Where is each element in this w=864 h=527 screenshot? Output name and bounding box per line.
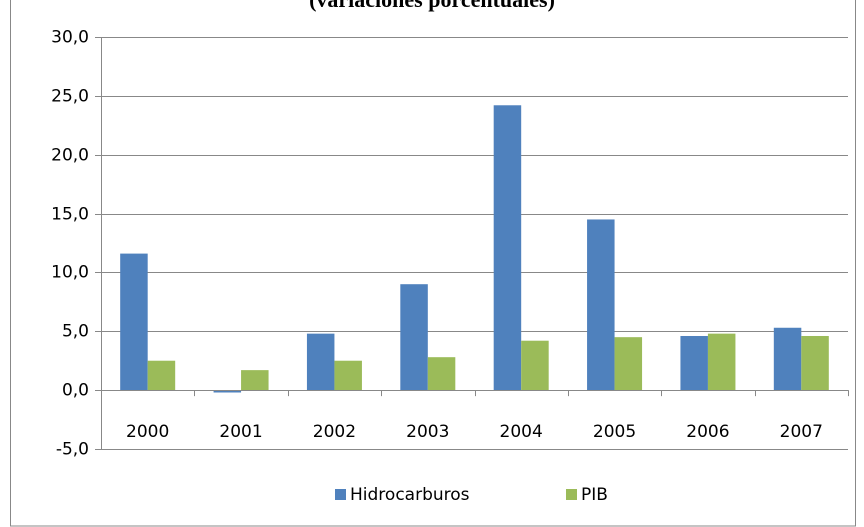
bar [773,327,802,391]
bar [427,357,456,391]
y-tick-label: 25,0 [51,87,89,107]
x-tick-label: 2002 [313,422,356,442]
y-tick-label: 30,0 [51,28,89,48]
chart-title: (variaciones porcentuales) [309,0,555,12]
x-tick-label: 2006 [686,422,729,442]
x-tick-label: 2004 [500,422,543,442]
x-tick-label: 2005 [593,422,636,442]
x-tick-label: 2003 [406,422,449,442]
bar [334,360,362,391]
bar [801,335,829,391]
y-tick-label: 20,0 [51,146,89,166]
bar [147,360,176,391]
legend-swatch [566,489,577,500]
bar [213,390,242,393]
x-tick-label: 2007 [780,422,823,442]
legend-swatch [335,489,346,500]
y-tick-label: 15,0 [51,205,89,225]
bar [680,335,708,391]
legend-label: PIB [581,485,608,505]
bar [587,219,615,391]
y-tick-label: -5,0 [56,440,89,460]
bar [521,340,549,391]
bar [493,105,522,391]
bar [400,284,428,391]
chart-border [10,0,856,527]
legend-label: Hidrocarburos [350,485,470,505]
bar [707,333,736,391]
y-tick-label: 5,0 [62,322,89,342]
bar [306,333,335,391]
x-tick-label: 2001 [219,422,262,442]
bar [241,370,269,391]
y-tick-label: 10,0 [51,263,89,283]
x-tick-label: 2000 [126,422,169,442]
y-tick-label: 0,0 [62,381,89,401]
bar [614,337,643,391]
bar [120,253,148,391]
